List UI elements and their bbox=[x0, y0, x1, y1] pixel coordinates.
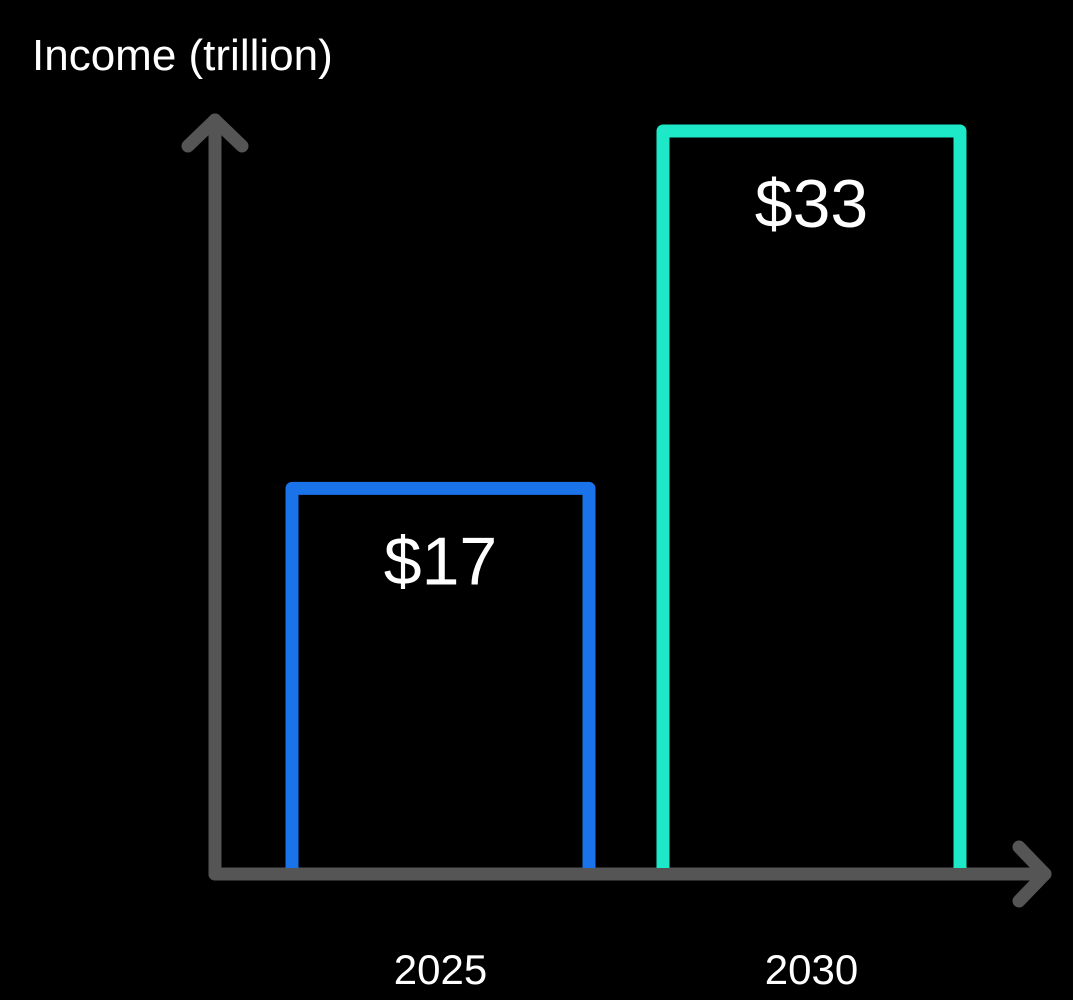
x-tick-label-2030: 2030 bbox=[765, 946, 858, 993]
bars bbox=[285, 124, 967, 868]
y-axis-label: Income (trillion) bbox=[32, 31, 333, 80]
x-axis-arrowhead bbox=[1012, 840, 1052, 908]
bar-2025 bbox=[285, 481, 596, 868]
bar-2030 bbox=[656, 124, 967, 868]
bar-value-label-2025: $17 bbox=[384, 523, 497, 599]
x-tick-labels: 2025 2030 bbox=[394, 946, 858, 993]
x-tick-label-2025: 2025 bbox=[394, 946, 487, 993]
bar-value-label-2030: $33 bbox=[755, 166, 868, 242]
axes bbox=[181, 113, 1052, 908]
y-axis-arrowhead bbox=[181, 113, 249, 153]
bar-value-labels: $17 $33 bbox=[384, 166, 868, 599]
